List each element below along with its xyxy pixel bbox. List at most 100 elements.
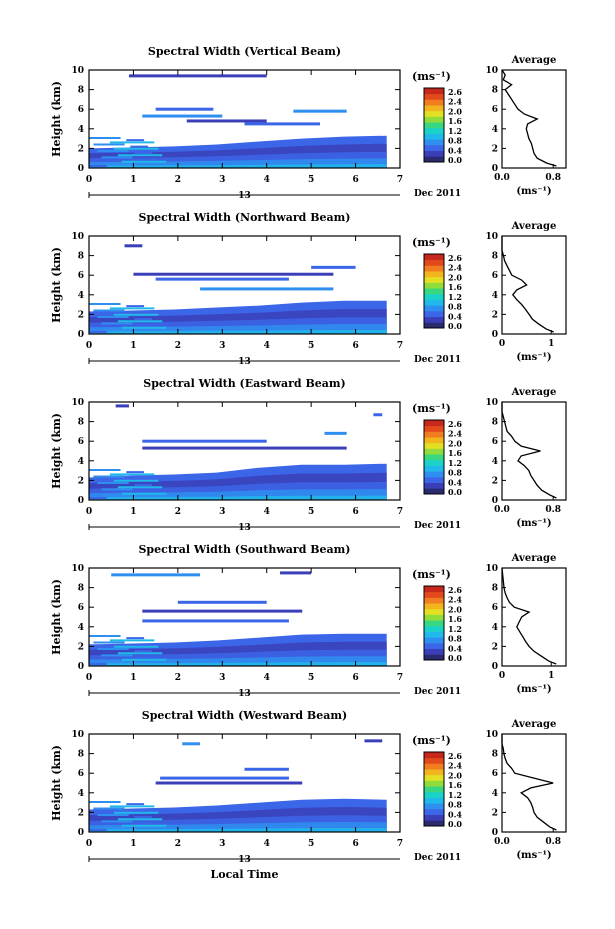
cloud-layer	[142, 609, 303, 613]
plot-frame	[88, 401, 401, 501]
y-tick-label: 8	[78, 584, 84, 594]
colorbar-tick-label: 2.4	[448, 429, 462, 439]
average-y-tick-label: 2	[492, 642, 498, 652]
average-y-tick-label: 2	[492, 144, 498, 154]
colorbar-tick-label: 1.2	[448, 790, 462, 800]
y-tick-label: 6	[78, 769, 84, 779]
x-tick-label: 6	[352, 341, 358, 351]
average-frame	[501, 567, 567, 667]
colorbar-frame	[423, 585, 445, 661]
y-tick-label: 10	[71, 398, 84, 408]
x-tick-label: 4	[264, 673, 270, 683]
y-tick-label: 6	[78, 437, 84, 447]
y-tick-label: 8	[78, 252, 84, 262]
average-y-tick-label: 8	[492, 252, 498, 262]
colorbar-units: (ms⁻¹)	[412, 402, 451, 415]
average-y-tick-label: 10	[485, 564, 498, 574]
x-tick-label: 5	[308, 839, 314, 849]
average-profile-line	[501, 402, 557, 499]
boundary-layer-band	[89, 164, 387, 168]
x-tick-label: 4	[264, 839, 270, 849]
colorbar-tick-label: 0.0	[448, 155, 462, 165]
average-title: Average	[511, 719, 557, 730]
heatmap	[89, 74, 387, 168]
colorbar-frame	[423, 751, 445, 827]
x-tick-label: 1	[130, 673, 136, 683]
heatmap	[89, 404, 387, 500]
x-tick-label: 7	[397, 839, 403, 849]
average-x-label: (ms⁻¹)	[516, 684, 551, 695]
y-axis-label: Height (km)	[50, 247, 63, 323]
colorbar-swatch	[424, 105, 444, 112]
cloud-layer	[177, 600, 267, 604]
colorbar-tick-label: 2.4	[448, 263, 462, 273]
colorbar-swatch	[424, 814, 444, 821]
average-y-tick-label: 6	[492, 437, 498, 447]
colorbar-swatch	[424, 133, 444, 140]
y-tick-label: 2	[78, 310, 84, 320]
y-tick-label: 4	[78, 125, 84, 135]
colorbar-tick-label: 2.0	[448, 770, 462, 780]
cloud-layer	[293, 109, 347, 113]
cloud-layer	[124, 244, 143, 248]
date-day-label: 13	[238, 523, 251, 533]
cloud-layer	[133, 272, 334, 276]
average-x-tick-label: 1	[548, 339, 554, 349]
colorbar-tick-label: 2.4	[448, 761, 462, 771]
colorbar-tick-label: 2.6	[448, 87, 462, 97]
average-x-tick-label: 0.8	[545, 837, 561, 847]
heatmap	[89, 739, 387, 832]
colorbar-tick-label: 2.4	[448, 595, 462, 605]
average-y-tick-label: 8	[492, 750, 498, 760]
y-tick-label: 0	[78, 330, 84, 340]
cloud-layer	[182, 742, 201, 746]
cloud-layer	[364, 739, 383, 743]
average-x-tick-label: 0	[499, 339, 505, 349]
average-y-tick-label: 6	[492, 769, 498, 779]
colorbar-swatch	[424, 431, 444, 438]
colorbar-tick-label: 1.2	[448, 624, 462, 634]
y-tick-label: 10	[71, 730, 84, 740]
date-label: Dec 2011	[414, 189, 461, 199]
average-x-tick-label: 0.8	[545, 173, 561, 183]
colorbar-swatch	[424, 127, 444, 134]
cloud-layer	[142, 439, 267, 443]
heatmap	[89, 571, 387, 666]
colorbar-tick-label: 0.0	[448, 819, 462, 829]
x-axis-label: Local Time	[211, 868, 279, 881]
date-day-label: 13	[238, 855, 251, 865]
average-title: Average	[511, 553, 557, 564]
y-axis-label: Height (km)	[50, 413, 63, 489]
colorbar-swatch	[424, 310, 444, 318]
colorbar-tick-label: 0.4	[448, 643, 462, 653]
average-profile-line	[501, 567, 557, 665]
y-tick-label: 8	[78, 750, 84, 760]
colorbar-swatch	[424, 471, 444, 478]
average-profile-line	[501, 236, 554, 333]
cloud-layer	[142, 619, 289, 623]
average-y-tick-label: 10	[485, 232, 498, 242]
colorbar-swatch	[424, 88, 444, 95]
colorbar-swatch	[424, 654, 444, 661]
y-tick-label: 6	[78, 271, 84, 281]
colorbar-swatch	[424, 459, 444, 466]
colorbar-tick-label: 0.0	[448, 653, 462, 663]
heatmap	[89, 244, 387, 334]
colorbar-tick-label: 1.2	[448, 292, 462, 302]
y-tick-label: 4	[78, 789, 84, 799]
plot-frame	[88, 733, 401, 833]
colorbar-swatch	[424, 93, 444, 100]
colorbar-tick-label: 0.4	[448, 809, 462, 819]
colorbar-swatch	[424, 293, 444, 300]
average-title: Average	[511, 55, 557, 66]
colorbar-swatch	[424, 99, 444, 106]
colorbar-swatch	[424, 437, 444, 444]
colorbar-swatch	[424, 820, 444, 827]
cloud-layer	[373, 413, 383, 417]
y-tick-label: 10	[71, 232, 84, 242]
average-y-tick-label: 4	[492, 457, 498, 467]
average-x-label: (ms⁻¹)	[516, 352, 551, 363]
colorbar-tick-label: 1.6	[448, 116, 462, 126]
panel-title: Spectral Width (Westward Beam)	[142, 709, 347, 722]
cloud-layer	[142, 114, 223, 118]
